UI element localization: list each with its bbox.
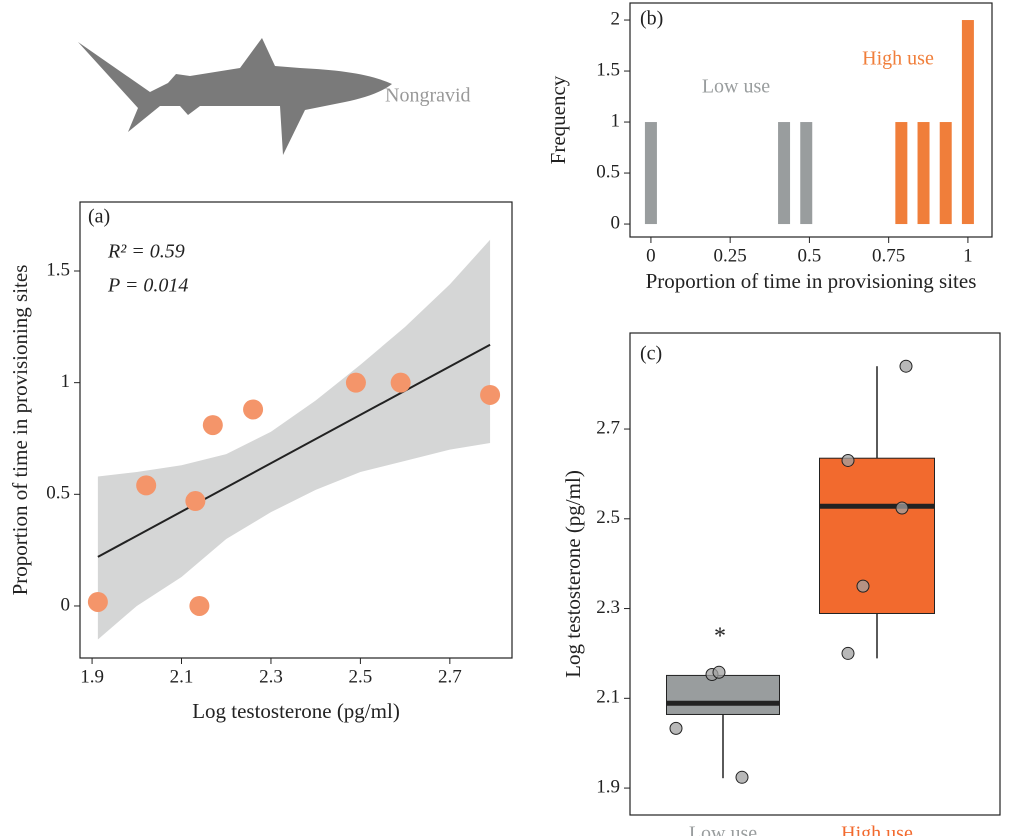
x-tick-label: High use	[841, 823, 913, 836]
x-tick-label: 2.7	[438, 666, 462, 687]
y-tick-label: 0.5	[596, 161, 620, 182]
x-tick-label: Low use	[689, 823, 757, 836]
x-tick-label: 2.3	[259, 666, 283, 687]
bar	[961, 20, 974, 225]
x-axis-title: Proportion of time in provisioning sites	[646, 269, 977, 293]
x-axis-title: Log testosterone (pg/ml)	[192, 699, 400, 723]
point	[189, 595, 210, 616]
statistic: R² = 0.59	[107, 241, 185, 263]
y-tick-label: 1	[61, 371, 71, 392]
plot-frame	[79, 201, 513, 659]
legend-label: High use	[862, 48, 934, 70]
point	[202, 415, 223, 436]
point	[841, 453, 855, 467]
panel-label: (b)	[640, 8, 663, 30]
point	[735, 770, 749, 784]
y-tick-label: 2.7	[596, 417, 620, 438]
y-tick-label: 2.3	[596, 597, 620, 618]
x-tick-label: 1	[963, 245, 973, 266]
legend-label: Low use	[702, 76, 770, 98]
panel-label: (a)	[88, 206, 110, 228]
x-tick-label: 1.9	[80, 666, 104, 687]
point	[899, 359, 913, 373]
point	[669, 721, 683, 735]
y-tick-label: 1.5	[596, 59, 620, 80]
point	[243, 399, 264, 420]
plot-frame	[629, 332, 1001, 816]
point	[136, 475, 157, 496]
y-axis-title: Proportion of time in provisioning sites	[8, 265, 32, 596]
fit-line	[97, 343, 491, 558]
point	[712, 665, 726, 679]
x-tick-label: 0.5	[798, 245, 822, 266]
point	[87, 591, 108, 612]
y-tick-label: 0	[611, 212, 621, 233]
point	[185, 491, 206, 512]
point	[841, 646, 855, 660]
x-tick-label: 2.1	[170, 666, 194, 687]
y-tick-label: 0.5	[46, 483, 70, 504]
confidence-band	[97, 239, 491, 640]
group-label: Nongravid	[385, 85, 471, 107]
y-tick-label: 1.5	[46, 259, 70, 280]
x-tick-label: 0.75	[872, 245, 905, 266]
point	[856, 579, 870, 593]
box	[666, 674, 780, 715]
y-axis-title: Frequency	[546, 75, 570, 164]
y-tick-label: 1	[611, 110, 621, 131]
annotation: *	[714, 624, 726, 650]
y-axis-title: Log testosterone (pg/ml)	[561, 470, 585, 678]
point	[345, 372, 366, 393]
plot-frame	[629, 2, 993, 238]
bar	[895, 122, 908, 225]
y-tick-label: 0	[61, 594, 71, 615]
x-tick-label: 2.5	[349, 666, 373, 687]
panel-label: (c)	[640, 343, 662, 365]
shark-silhouette	[78, 38, 392, 155]
statistic: P = 0.014	[107, 275, 188, 297]
point	[390, 372, 411, 393]
x-tick-label: 0.25	[714, 245, 747, 266]
bar	[800, 122, 813, 225]
y-tick-label: 2.1	[596, 687, 620, 708]
y-tick-label: 1.9	[596, 776, 620, 797]
y-tick-label: 2	[611, 8, 621, 29]
point	[480, 384, 501, 405]
bar	[939, 122, 952, 225]
bar	[917, 122, 930, 225]
box	[819, 457, 935, 614]
point	[895, 501, 909, 515]
bar	[644, 122, 657, 225]
y-tick-label: 2.5	[596, 507, 620, 528]
x-tick-label: 0	[646, 245, 656, 266]
bar	[778, 122, 791, 225]
